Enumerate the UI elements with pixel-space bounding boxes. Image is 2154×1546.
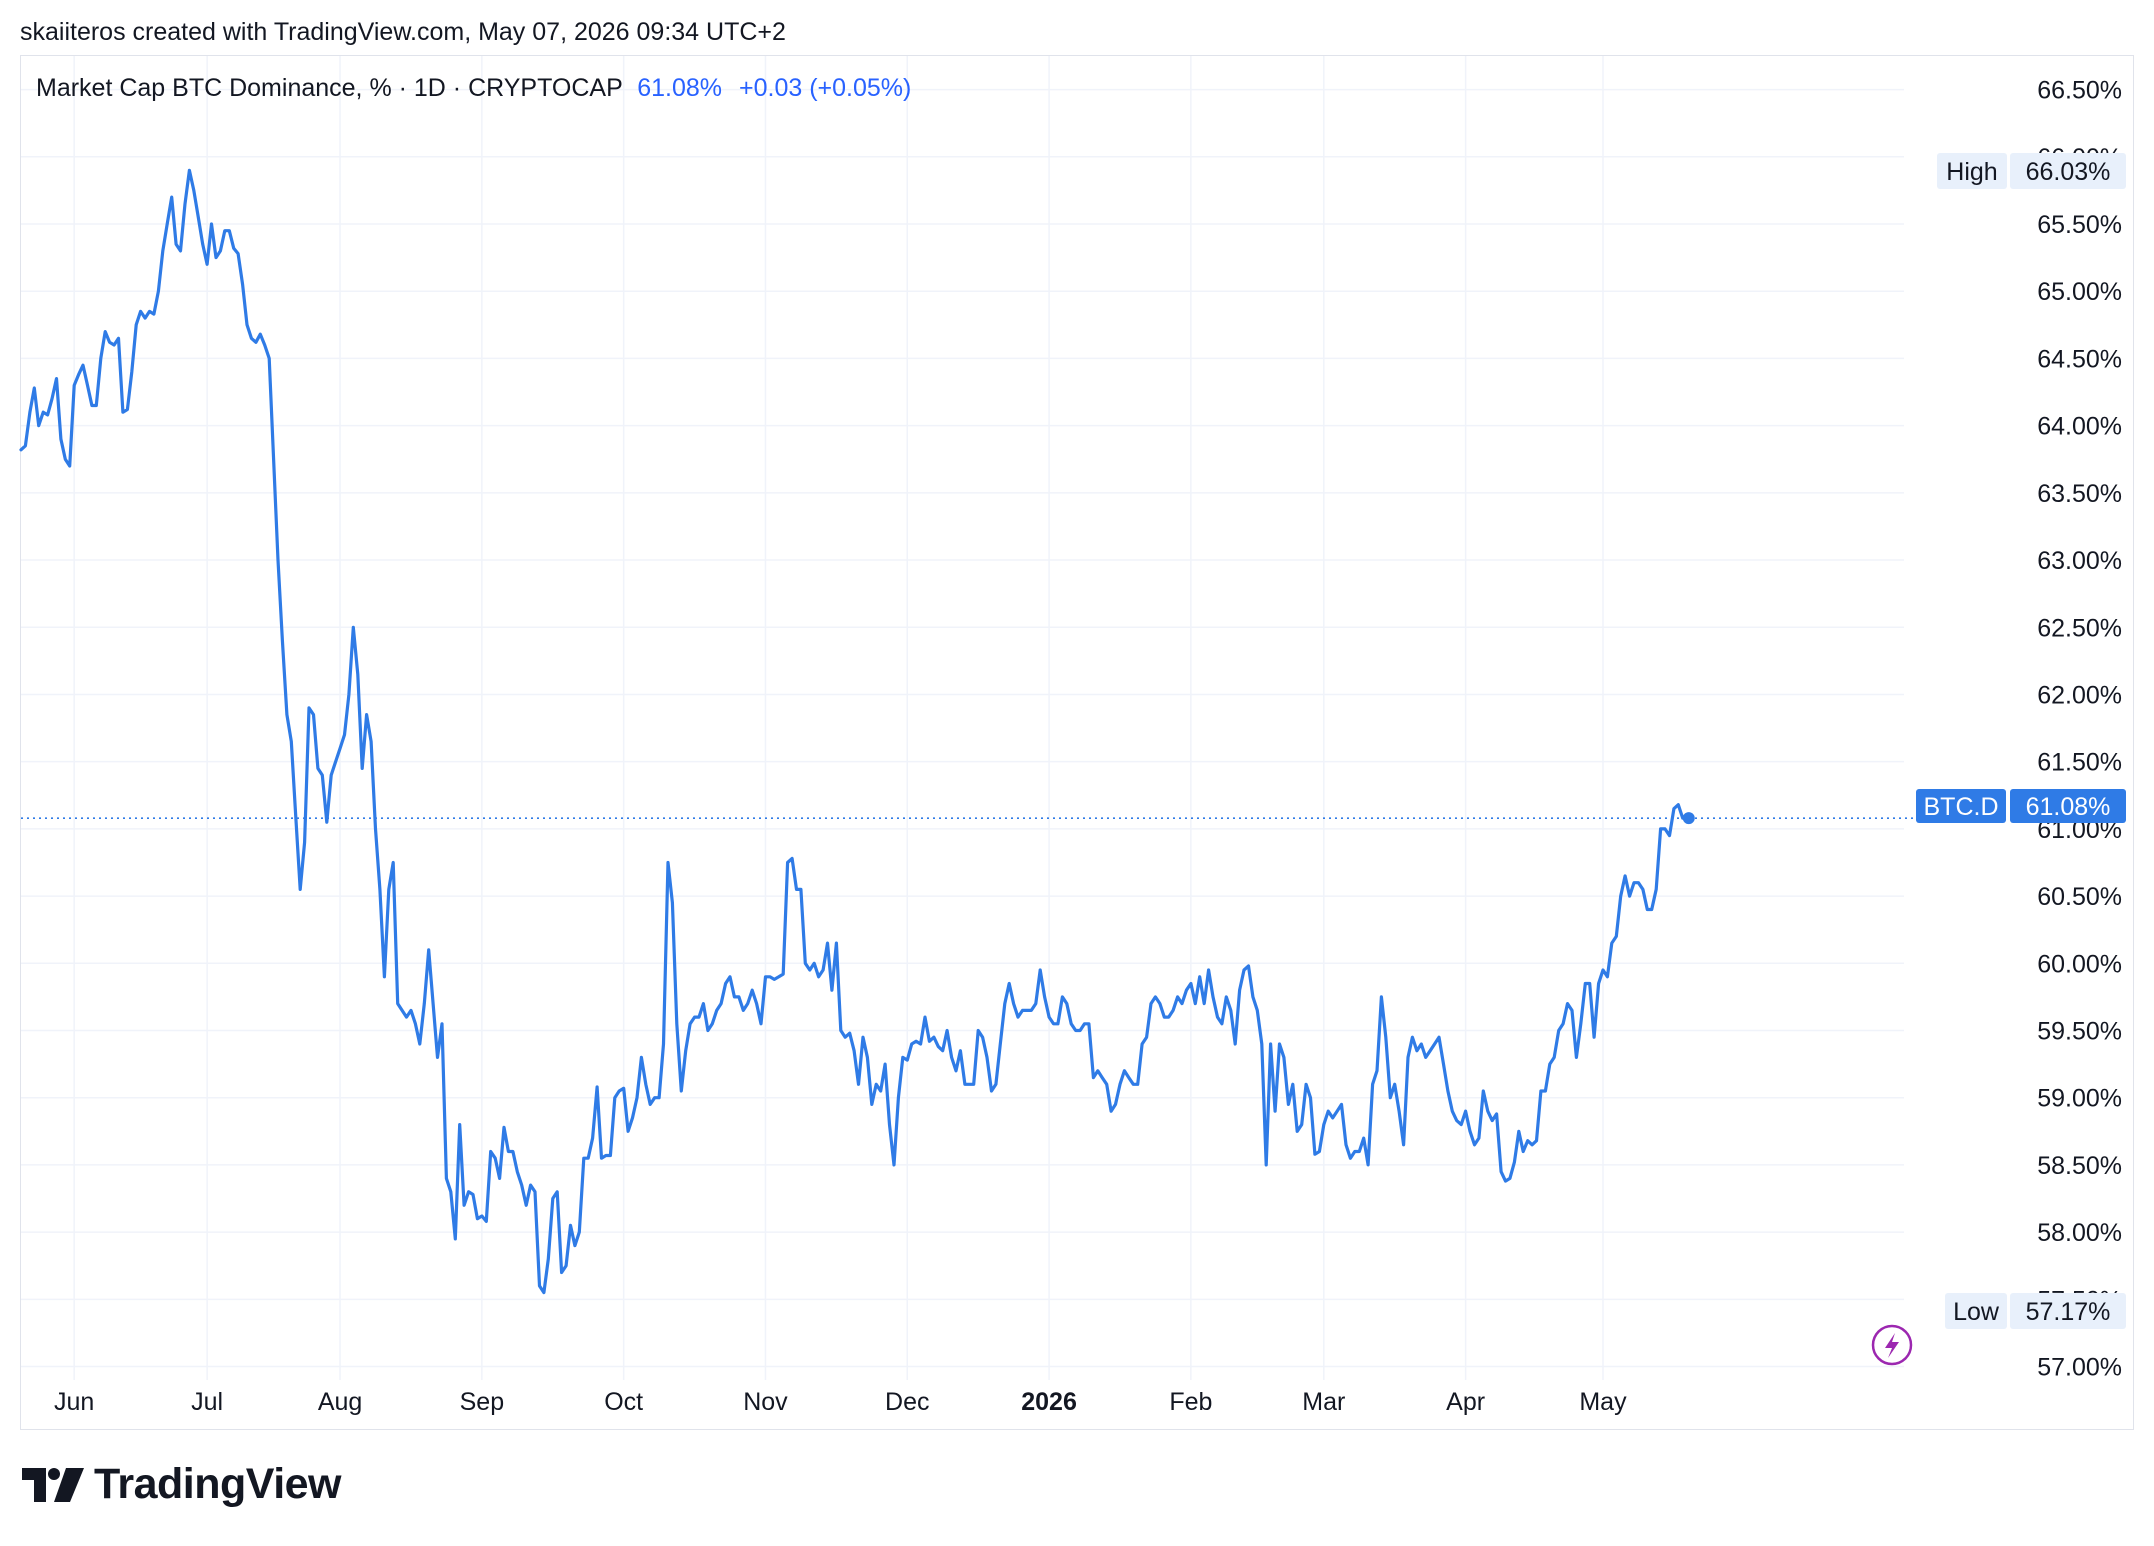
y-tick-label: 59.50% [2037, 1018, 2122, 1046]
chart-frame [20, 55, 2134, 1430]
last-value: 61.08% [2026, 793, 2111, 821]
x-tick-label: Mar [1302, 1388, 1345, 1416]
y-tick-label: 58.50% [2037, 1152, 2122, 1180]
x-tick-label: Sep [460, 1388, 504, 1416]
y-tick-label: 57.00% [2037, 1354, 2122, 1382]
x-tick-label: May [1579, 1388, 1627, 1416]
x-tick-label: Jun [54, 1388, 94, 1416]
y-tick-label: 62.00% [2037, 681, 2122, 709]
y-tick-label: 58.00% [2037, 1219, 2122, 1247]
legend-change: +0.03 (+0.05%) [739, 74, 912, 102]
y-tick-label: 63.50% [2037, 480, 2122, 508]
y-tick-label: 63.00% [2037, 547, 2122, 575]
x-axis: Jun Jul Aug Sep Oct Nov Dec 2026 Feb Mar Apr May [54, 1388, 1627, 1416]
x-tick-label: Oct [604, 1388, 643, 1416]
high-label: High [1946, 158, 1997, 186]
y-tick-label: 60.00% [2037, 950, 2122, 978]
y-tick-label: 59.00% [2037, 1085, 2122, 1113]
tradingview-logo[interactable]: TradingView [22, 1460, 342, 1509]
chart-attribution: skaiiteros created with TradingView.com,… [20, 18, 786, 46]
x-tick-label: Jul [191, 1388, 223, 1416]
last-price-marker: BTC.D 61.08% [1916, 789, 2126, 823]
low-value: 57.17% [2026, 1298, 2111, 1326]
x-tick-label: 2026 [1021, 1388, 1077, 1416]
x-tick-label: Aug [318, 1388, 362, 1416]
y-tick-label: 61.50% [2037, 749, 2122, 777]
legend-title: Market Cap BTC Dominance, % · 1D · CRYPT… [36, 74, 623, 102]
tradingview-logo-text: TradingView [94, 1460, 342, 1508]
x-tick-label: Feb [1169, 1388, 1212, 1416]
x-tick-label: Nov [743, 1388, 788, 1416]
grid-lines [21, 56, 1904, 1380]
high-marker: High 66.03% [1937, 153, 2126, 189]
y-tick-label: 64.00% [2037, 413, 2122, 441]
legend-value: 61.08% [637, 74, 723, 102]
x-tick-label: Apr [1446, 1388, 1485, 1416]
low-marker: Low 57.17% [1945, 1293, 2126, 1329]
last-price-dot [1682, 812, 1695, 825]
tradingview-logo-icon [22, 1467, 84, 1502]
lightning-icon[interactable] [1871, 1324, 1913, 1366]
low-label: Low [1953, 1298, 2000, 1326]
y-tick-label: 60.50% [2037, 883, 2122, 911]
y-tick-label: 66.50% [2037, 77, 2122, 105]
y-tick-label: 65.50% [2037, 211, 2122, 239]
x-tick-label: Dec [885, 1388, 929, 1416]
chart-legend: Market Cap BTC Dominance, % · 1D · CRYPT… [36, 74, 911, 103]
symbol-label: BTC.D [1924, 793, 1999, 821]
y-tick-label: 65.00% [2037, 278, 2122, 306]
y-tick-label: 64.50% [2037, 345, 2122, 373]
high-value: 66.03% [2026, 158, 2111, 186]
y-axis: 66.50%66.00%65.50%65.00%64.50%64.00%63.5… [2037, 77, 2122, 1382]
btc-dominance-line [19, 168, 1685, 1295]
y-tick-label: 62.50% [2037, 614, 2122, 642]
